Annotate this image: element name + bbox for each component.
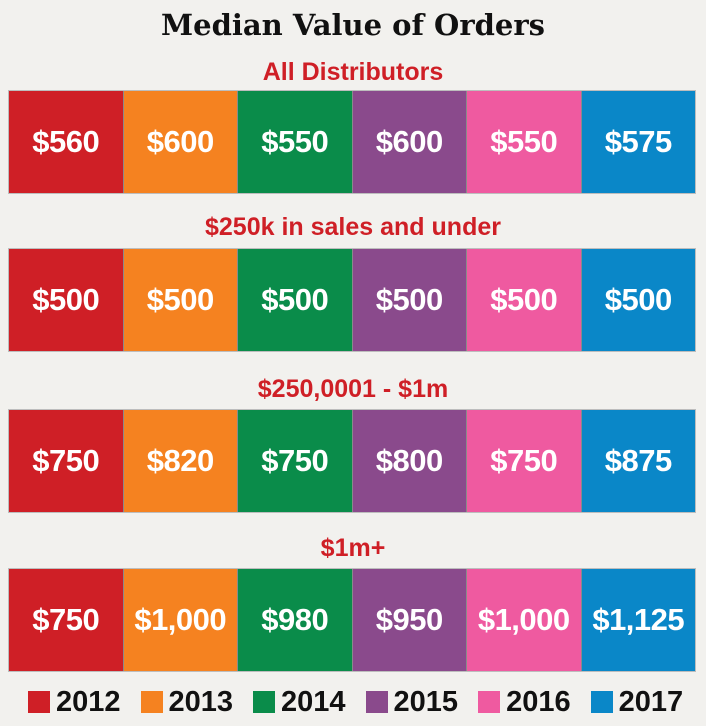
- group-row: $750 $1,000 $980 $950 $1,000 $1,125: [8, 568, 696, 672]
- value-cell: $950: [352, 569, 467, 671]
- value-cell: $550: [238, 91, 353, 193]
- value-cell: $500: [352, 249, 467, 351]
- value-cell: $500: [9, 249, 124, 351]
- value-cell: $600: [123, 91, 238, 193]
- value-cell: $750: [9, 569, 124, 671]
- value-cell: $600: [352, 91, 467, 193]
- value-cell: $560: [9, 91, 124, 193]
- value-cell: $750: [238, 410, 353, 512]
- value-cell: $500: [238, 249, 353, 351]
- value-cell: $800: [352, 410, 467, 512]
- legend-label: 2017: [618, 685, 684, 718]
- value-cell: $500: [123, 249, 238, 351]
- group-label: $250,0001 - $1m: [257, 375, 449, 403]
- chart-title: Median Value of Orders: [161, 8, 545, 42]
- value-cell: $500: [467, 249, 582, 351]
- group-row: $750 $820 $750 $800 $750 $875: [8, 409, 696, 513]
- legend-item: 2017: [590, 685, 684, 719]
- legend-label: 2014: [281, 685, 346, 718]
- legend-label: 2016: [506, 685, 571, 718]
- group-label: $250k in sales and under: [205, 213, 501, 241]
- legend-swatch: [140, 691, 163, 713]
- legend-label: 2013: [168, 685, 234, 718]
- legend-swatch: [28, 691, 50, 713]
- legend-item: 2014: [253, 686, 346, 719]
- value-cell: $1,125: [581, 569, 695, 671]
- group-label: $1m+: [320, 534, 386, 562]
- legend-swatch: [365, 691, 388, 713]
- group-label: All Distributors: [262, 58, 444, 86]
- legend-swatch: [478, 691, 501, 713]
- value-cell: $550: [467, 91, 582, 193]
- value-cell: $750: [467, 410, 582, 512]
- legend-label: 2012: [56, 685, 121, 718]
- legend-swatch: [253, 691, 276, 713]
- legend-item: 2012: [28, 686, 121, 719]
- legend-label: 2015: [393, 685, 459, 718]
- value-cell: $1,000: [467, 569, 582, 671]
- legend-swatch: [590, 691, 613, 713]
- legend-item: 2015: [365, 685, 459, 719]
- value-cell: $575: [581, 91, 695, 193]
- value-cell: $820: [123, 410, 238, 512]
- group-row: $500 $500 $500 $500 $500 $500: [8, 248, 696, 352]
- group-row: $560 $600 $550 $600 $550 $575: [8, 90, 696, 194]
- value-cell: $980: [238, 569, 353, 671]
- legend-item: 2013: [140, 685, 234, 719]
- value-cell: $875: [581, 410, 695, 512]
- legend-item: 2016: [478, 686, 571, 719]
- value-cell: $1,000: [123, 569, 238, 671]
- value-cell: $500: [581, 249, 695, 351]
- value-cell: $750: [9, 410, 124, 512]
- legend: 2012 2013 2014 2015 2016 2017: [28, 684, 703, 720]
